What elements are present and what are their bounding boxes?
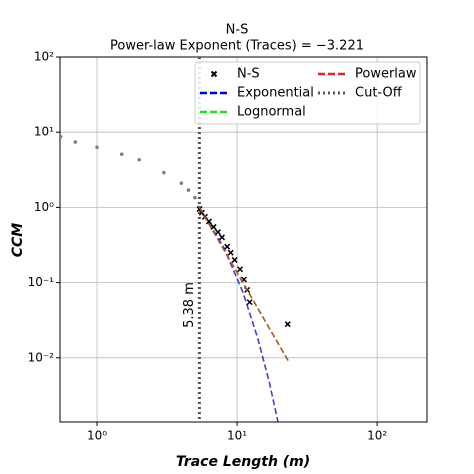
y-tick-label: 10⁰ bbox=[34, 200, 54, 214]
legend-label: Cut-Off bbox=[355, 86, 403, 101]
data-point bbox=[186, 188, 191, 192]
data-point bbox=[210, 223, 217, 230]
x-tick-label: 10¹ bbox=[227, 429, 247, 443]
y-tick-label: 10² bbox=[34, 50, 54, 64]
legend-box bbox=[194, 61, 421, 125]
data-point bbox=[179, 181, 184, 185]
x-axis-label: Trace Length (m) bbox=[176, 454, 310, 470]
data-point bbox=[224, 243, 231, 250]
y-axis-label: CCM bbox=[10, 223, 26, 258]
legend-label: Lognormal bbox=[237, 105, 306, 120]
data-point bbox=[60, 134, 63, 139]
cutoff-annotation: 5.38 m bbox=[182, 282, 197, 328]
data-point bbox=[237, 266, 244, 273]
legend-marker bbox=[210, 70, 218, 78]
data-point bbox=[218, 234, 226, 241]
plot-frame bbox=[59, 56, 428, 423]
y-tick-label: 10⁻² bbox=[28, 350, 55, 364]
data-point bbox=[246, 299, 253, 306]
chart-subtitle: Power-law Exponent (Traces) = −3.221 bbox=[110, 39, 364, 54]
data-point bbox=[137, 157, 141, 162]
legend-label: N-S bbox=[237, 67, 260, 82]
data-point bbox=[119, 152, 124, 156]
chart-title: N-S bbox=[226, 23, 249, 38]
data-point bbox=[162, 170, 166, 175]
data-point bbox=[284, 321, 291, 328]
y-tick-label: 10⁻¹ bbox=[28, 275, 55, 289]
data-point bbox=[73, 140, 78, 144]
data-point bbox=[193, 195, 197, 200]
data-point bbox=[95, 145, 99, 150]
x-tick-label: 10² bbox=[367, 429, 387, 443]
y-tick-label: 10¹ bbox=[34, 125, 54, 139]
data-point bbox=[231, 256, 238, 263]
fit-line bbox=[198, 206, 279, 422]
fit-line bbox=[198, 206, 290, 363]
x-tick-label: 10⁰ bbox=[87, 429, 107, 443]
fit-line bbox=[198, 206, 290, 363]
data-point bbox=[227, 249, 234, 256]
legend-label: Powerlaw bbox=[355, 67, 417, 82]
legend-label: Exponential bbox=[237, 86, 314, 101]
